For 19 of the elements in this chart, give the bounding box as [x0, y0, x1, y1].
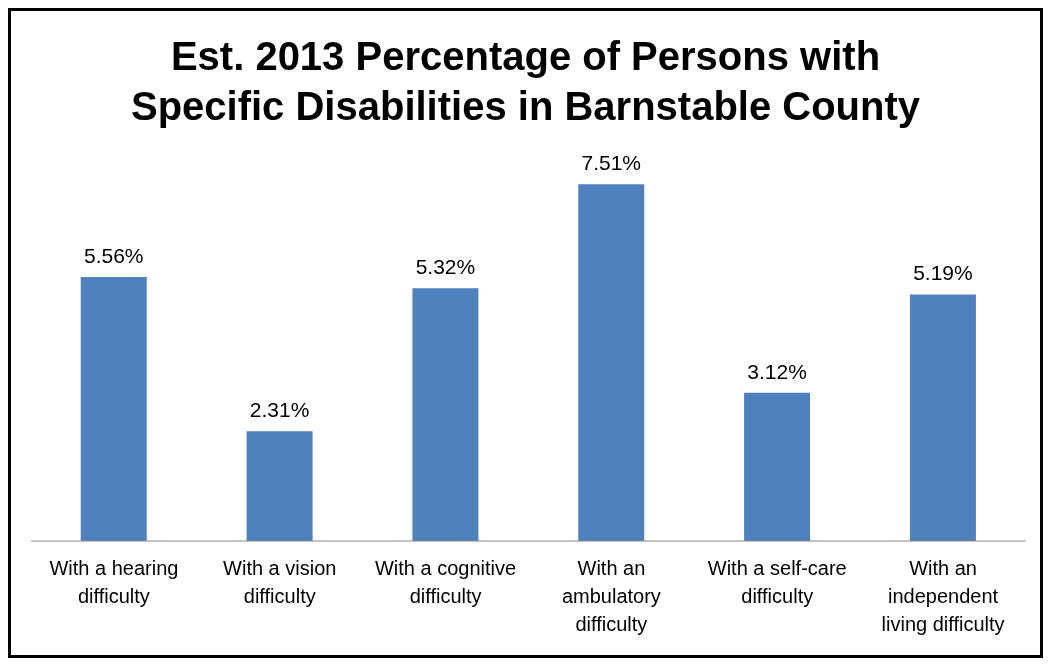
x-tick-label: With a hearing difficulty: [49, 557, 179, 607]
bar: [412, 288, 479, 541]
x-tick-label: With a cognitive difficulty: [375, 557, 517, 607]
x-tick-label: With a vision difficulty: [223, 557, 337, 607]
data-label: 2.31%: [249, 398, 310, 422]
chart-title: Est. 2013 Percentage of Persons with Specific Disabilities in Barnstable County: [129, 33, 922, 130]
x-tick-label: With an ambulatory difficulty: [561, 557, 661, 635]
data-label: 5.32%: [415, 255, 476, 279]
bar: [246, 431, 313, 541]
bar: [578, 184, 645, 541]
bar: [744, 392, 811, 541]
data-label: 5.56%: [83, 243, 144, 267]
x-tick-label: With an independent living difficulty: [881, 557, 1005, 635]
data-label: 5.19%: [913, 261, 973, 285]
bar: [80, 276, 147, 541]
bar: [909, 294, 976, 541]
data-label: 3.12%: [747, 359, 807, 383]
x-tick-label: With a self-care difficulty: [707, 557, 847, 607]
data-label: 7.51%: [581, 151, 642, 175]
